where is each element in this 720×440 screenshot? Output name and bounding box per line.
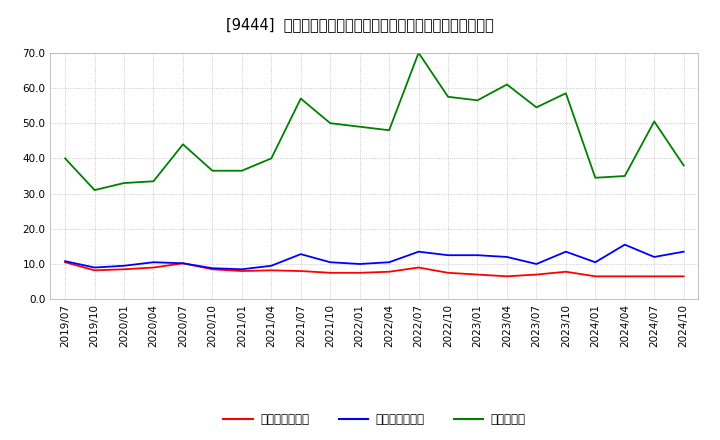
買入債務回転率: [621, 242, 629, 247]
買入債務回転率: [90, 265, 99, 270]
売上債権回転率: [267, 268, 276, 273]
在庫回転率: [562, 91, 570, 96]
買入債務回転率: [60, 259, 69, 264]
在庫回転率: [149, 179, 158, 184]
買入債務回転率: [149, 260, 158, 265]
買入債務回転率: [384, 260, 393, 265]
在庫回転率: [473, 98, 482, 103]
買入債務回転率: [591, 260, 600, 265]
売上債権回転率: [473, 272, 482, 277]
売上債権回転率: [532, 272, 541, 277]
在庫回転率: [179, 142, 187, 147]
売上債権回転率: [444, 270, 452, 275]
買入債務回転率: [297, 252, 305, 257]
在庫回転率: [356, 124, 364, 129]
在庫回転率: [532, 105, 541, 110]
Text: [9444]  売上債権回転率、買入債務回転率、在庫回転率の推移: [9444] 売上債権回転率、買入債務回転率、在庫回転率の推移: [226, 18, 494, 33]
在庫回転率: [650, 119, 659, 124]
売上債権回転率: [503, 274, 511, 279]
在庫回転率: [90, 187, 99, 193]
売上債権回転率: [621, 274, 629, 279]
売上債権回転率: [149, 265, 158, 270]
在庫回転率: [238, 168, 246, 173]
在庫回転率: [680, 163, 688, 168]
買入債務回転率: [208, 266, 217, 271]
買入債務回転率: [179, 260, 187, 266]
買入債務回転率: [120, 263, 128, 268]
売上債権回転率: [680, 274, 688, 279]
売上債権回転率: [591, 274, 600, 279]
売上債権回転率: [297, 268, 305, 274]
買入債務回転率: [680, 249, 688, 254]
売上債権回転率: [650, 274, 659, 279]
買入債務回転率: [414, 249, 423, 254]
買入債務回転率: [356, 261, 364, 267]
在庫回転率: [444, 94, 452, 99]
Line: 在庫回転率: 在庫回転率: [65, 53, 684, 190]
在庫回転率: [591, 175, 600, 180]
在庫回転率: [326, 121, 335, 126]
買入債務回転率: [562, 249, 570, 254]
買入債務回転率: [444, 253, 452, 258]
売上債権回転率: [562, 269, 570, 275]
買入債務回転率: [532, 261, 541, 267]
買入債務回転率: [267, 263, 276, 268]
在庫回転率: [621, 173, 629, 179]
買入債務回転率: [326, 260, 335, 265]
売上債権回転率: [356, 270, 364, 275]
売上債権回転率: [208, 267, 217, 272]
売上債権回転率: [238, 268, 246, 274]
売上債権回転率: [326, 270, 335, 275]
買入債務回転率: [473, 253, 482, 258]
在庫回転率: [120, 180, 128, 186]
売上債権回転率: [414, 265, 423, 270]
Line: 買入債務回転率: 買入債務回転率: [65, 245, 684, 269]
在庫回転率: [414, 50, 423, 55]
在庫回転率: [503, 82, 511, 87]
Line: 売上債権回転率: 売上債権回転率: [65, 262, 684, 276]
売上債権回転率: [384, 269, 393, 275]
買入債務回転率: [503, 254, 511, 260]
売上債権回転率: [120, 267, 128, 272]
Legend: 売上債権回転率, 買入債務回転率, 在庫回転率: 売上債権回転率, 買入債務回転率, 在庫回転率: [219, 409, 530, 431]
買入債務回転率: [650, 254, 659, 260]
在庫回転率: [60, 156, 69, 161]
在庫回転率: [384, 128, 393, 133]
売上債権回転率: [90, 268, 99, 273]
売上債権回転率: [60, 260, 69, 265]
在庫回転率: [267, 156, 276, 161]
売上債権回転率: [179, 260, 187, 266]
在庫回転率: [297, 96, 305, 101]
在庫回転率: [208, 168, 217, 173]
買入債務回転率: [238, 267, 246, 272]
